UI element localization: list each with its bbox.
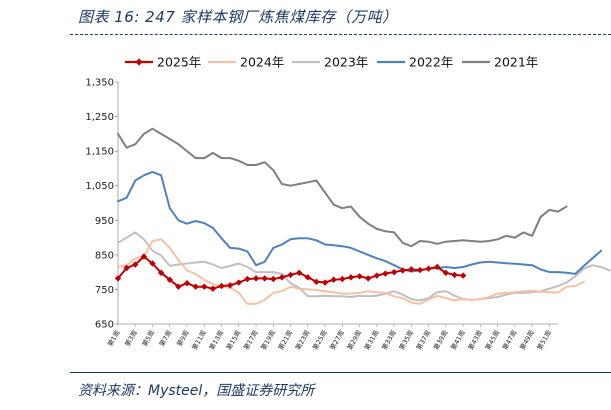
data-point-2025年 <box>382 270 389 277</box>
x-tick-label: 第15周 <box>224 329 242 352</box>
data-point-2025年 <box>408 266 415 273</box>
x-tick-label: 第27周 <box>328 329 346 352</box>
data-point-2025年 <box>442 269 450 277</box>
legend: 2025年 2024年 2023年 2022年 2021年 <box>125 55 538 70</box>
data-point-2025年 <box>252 275 260 282</box>
data-point-2025年 <box>356 273 363 280</box>
data-point-2025年 <box>192 283 199 290</box>
data-point-2025年 <box>313 278 320 286</box>
x-tick-label: 第35周 <box>397 329 415 352</box>
y-axis: 650 750 850 950 1,050 1,150 1,250 1,350 <box>85 78 119 331</box>
data-point-2025年 <box>175 283 182 290</box>
data-point-2025年 <box>347 274 355 281</box>
y-tick-label: 1,350 <box>85 78 114 89</box>
x-tick-label: 第7周 <box>157 329 173 348</box>
data-point-2025年 <box>261 275 268 282</box>
figure-title: 图表 16: 247 家样本钢厂炼焦煤库存（万吨） <box>78 8 398 26</box>
x-tick-label: 第21周 <box>276 329 294 352</box>
series-line-2021年 <box>117 127 568 248</box>
data-point-2025年 <box>390 268 398 276</box>
x-tick-label: 第39周 <box>431 329 449 352</box>
data-point-2025年 <box>425 265 432 272</box>
x-tick-label: 第49周 <box>517 329 535 352</box>
data-point-2025年 <box>364 275 372 282</box>
data-point-2025年 <box>434 263 441 271</box>
data-point-2025年 <box>123 264 130 272</box>
data-point-2025年 <box>244 275 251 283</box>
legend-label: 2025年 <box>157 55 201 70</box>
data-point-2025年 <box>459 272 467 279</box>
y-tick-label: 750 <box>95 285 114 296</box>
series-line-2022年 <box>117 170 603 275</box>
x-tick-label: 第33周 <box>379 329 397 352</box>
y-tick-label: 950 <box>95 216 114 227</box>
chart: 2025年 2024年 2023年 2022年 2021年 650 750 850 950 1,… <box>85 55 611 352</box>
data-point-2025年 <box>373 272 381 279</box>
y-tick-label: 1,250 <box>85 112 114 123</box>
x-tick-label: 第1周 <box>105 329 121 348</box>
y-tick-label: 1,150 <box>85 147 114 158</box>
x-tick-label: 第51周 <box>535 329 553 352</box>
y-tick-label: 650 <box>95 320 114 331</box>
data-point-2025年 <box>235 279 242 286</box>
legend-label: 2022年 <box>409 55 453 70</box>
x-tick-label: 第19周 <box>259 329 277 352</box>
source-note: 资料来源：Mysteel，国盛证券研究所 <box>78 383 315 399</box>
data-point-2025年 <box>278 274 286 281</box>
x-tick-label: 第25周 <box>310 329 328 352</box>
x-tick-label: 第11周 <box>190 329 208 352</box>
data-point-2025年 <box>270 275 277 283</box>
data-point-2025年 <box>304 274 312 281</box>
data-point-2025年 <box>201 283 208 290</box>
plot-area <box>114 127 611 305</box>
x-tick-label: 第13周 <box>207 329 225 352</box>
data-point-2025年 <box>287 271 294 279</box>
x-tick-label: 第45周 <box>483 329 501 352</box>
x-tick-label: 第23周 <box>293 329 311 352</box>
data-point-2025年 <box>399 267 406 274</box>
data-point-2025年 <box>321 279 329 286</box>
legend-label: 2023年 <box>324 55 368 70</box>
x-tick-label: 第47周 <box>500 329 518 352</box>
data-point-2025年 <box>416 266 424 274</box>
x-tick-label: 第29周 <box>345 329 363 352</box>
legend-marker <box>135 58 143 66</box>
title-divider <box>70 34 611 35</box>
legend-label: 2021年 <box>494 55 538 70</box>
x-tick-label: 第17周 <box>241 329 259 352</box>
data-point-2025年 <box>140 253 148 260</box>
y-tick-label: 1,050 <box>85 181 114 192</box>
data-point-2025年 <box>149 260 156 267</box>
x-tick-label: 第37周 <box>414 329 432 352</box>
x-tick-label: 第9周 <box>174 329 190 348</box>
series-line-2024年 <box>117 238 585 305</box>
data-point-2025年 <box>218 282 225 290</box>
legend-label: 2024年 <box>240 55 284 70</box>
data-point-2025年 <box>339 275 346 283</box>
data-point-2025年 <box>209 285 217 292</box>
data-point-2025年 <box>451 271 458 279</box>
x-tick-label: 第31周 <box>362 329 380 352</box>
x-tick-label: 第3周 <box>123 329 139 348</box>
data-point-2025年 <box>330 276 337 283</box>
series-line-2023年 <box>117 231 611 302</box>
data-point-2025年 <box>295 269 303 277</box>
data-point-2025年 <box>157 269 165 277</box>
x-tick-label: 第41周 <box>448 329 466 352</box>
y-tick-label: 850 <box>95 250 114 261</box>
x-tick-label: 第43周 <box>466 329 484 352</box>
data-point-2025年 <box>166 276 173 283</box>
footer-divider <box>70 372 611 373</box>
x-axis: 第1周 第3周 第5周 第7周 第9周 第11周 第13周 第15周 第17周 第19周 第21周第… <box>105 323 558 352</box>
data-point-2025年 <box>114 275 122 282</box>
x-tick-label: 第5周 <box>140 329 156 348</box>
data-point-2025年 <box>183 280 191 287</box>
